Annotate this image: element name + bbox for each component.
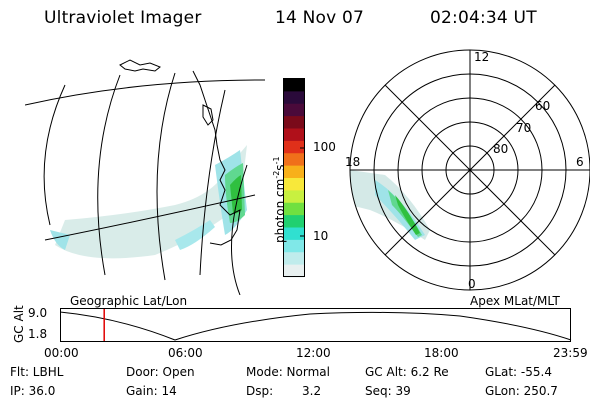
colorbar-band [284, 116, 304, 129]
colorbar-band [284, 202, 304, 216]
colorbar-band [284, 215, 304, 228]
altitude-axis-label: GC Alt [12, 305, 26, 343]
colorbar-band [284, 79, 304, 92]
colorbar-unit-label: photon cm-2s-1 [272, 156, 287, 243]
altitude-plot-frame [60, 308, 571, 342]
colorbar-band [284, 91, 304, 105]
mlt-label-18: 18 [345, 155, 360, 169]
dsp-readout-value: 3.2 [302, 384, 322, 398]
colorbar-band [284, 252, 304, 266]
time-tick-1200: 12:00 [296, 346, 331, 360]
colorbar-band [284, 128, 304, 142]
date-label: 14 Nov 07 [275, 8, 365, 28]
altitude-timeline-plot [60, 308, 572, 342]
ip-readout: IP: 36.0 [10, 384, 56, 398]
map-grid [25, 72, 265, 295]
colorbar-band [284, 153, 304, 167]
altitude-curve [60, 311, 572, 341]
altitude-tick-min: 1.8 [28, 327, 48, 341]
polar-mlat-mlt-plot: 12 6 18 0 60 70 80 [345, 49, 590, 291]
time-tick-2359: 23:59 [553, 346, 588, 360]
aurora-image-left [50, 145, 247, 259]
colorbar-band [284, 165, 304, 179]
mlat-label-70: 70 [516, 121, 531, 135]
time-tick-0000: 00:00 [44, 346, 79, 360]
gain-readout: Gain: 14 [126, 384, 177, 398]
instrument-title: Ultraviolet Imager [44, 8, 202, 28]
colorbar-band [284, 264, 304, 278]
filter-readout: Flt: LBHL [10, 365, 64, 379]
time-tick-1800: 18:00 [424, 346, 459, 360]
mlt-label-0: 0 [468, 277, 476, 291]
mlat-label-60: 60 [535, 99, 550, 113]
coastlines [119, 59, 241, 246]
glon-readout: GLon: 250.7 [485, 384, 558, 398]
time-label: 02:04:34 UT [430, 8, 537, 28]
altitude-tick-max: 9.0 [28, 306, 48, 320]
colorbar-band [284, 103, 304, 117]
colorbar-tick-label-10: 10 [313, 229, 329, 243]
geographic-map [25, 59, 265, 295]
colorbar-band [284, 239, 304, 253]
door-readout: Door: Open [126, 365, 195, 379]
time-tick-0600: 06:00 [168, 346, 203, 360]
colorbar-band [284, 178, 304, 191]
aurora-image-polar [350, 170, 430, 240]
mlat-label-80: 80 [493, 142, 508, 156]
color-scale-gradient [284, 79, 304, 278]
polar-caption: Apex MLat/MLT [470, 294, 560, 308]
polar-grid [349, 49, 590, 291]
gc-alt-readout: GC Alt: 6.2 Re [365, 365, 449, 379]
geographic-caption: Geographic Lat/Lon [70, 294, 188, 308]
colorbar-band [284, 190, 304, 204]
colorbar-tick-label-100: 100 [313, 140, 336, 154]
sequence-readout: Seq: 39 [365, 384, 411, 398]
color-scale-bar [283, 78, 305, 278]
mlt-label-12: 12 [474, 50, 489, 64]
colorbar-band [284, 227, 304, 241]
glat-readout: GLat: -55.4 [485, 365, 552, 379]
colorbar-band [284, 140, 304, 154]
dsp-readout-label: Dsp: [246, 384, 274, 398]
mode-readout: Mode: Normal [246, 365, 330, 379]
mlt-label-6: 6 [576, 155, 584, 169]
